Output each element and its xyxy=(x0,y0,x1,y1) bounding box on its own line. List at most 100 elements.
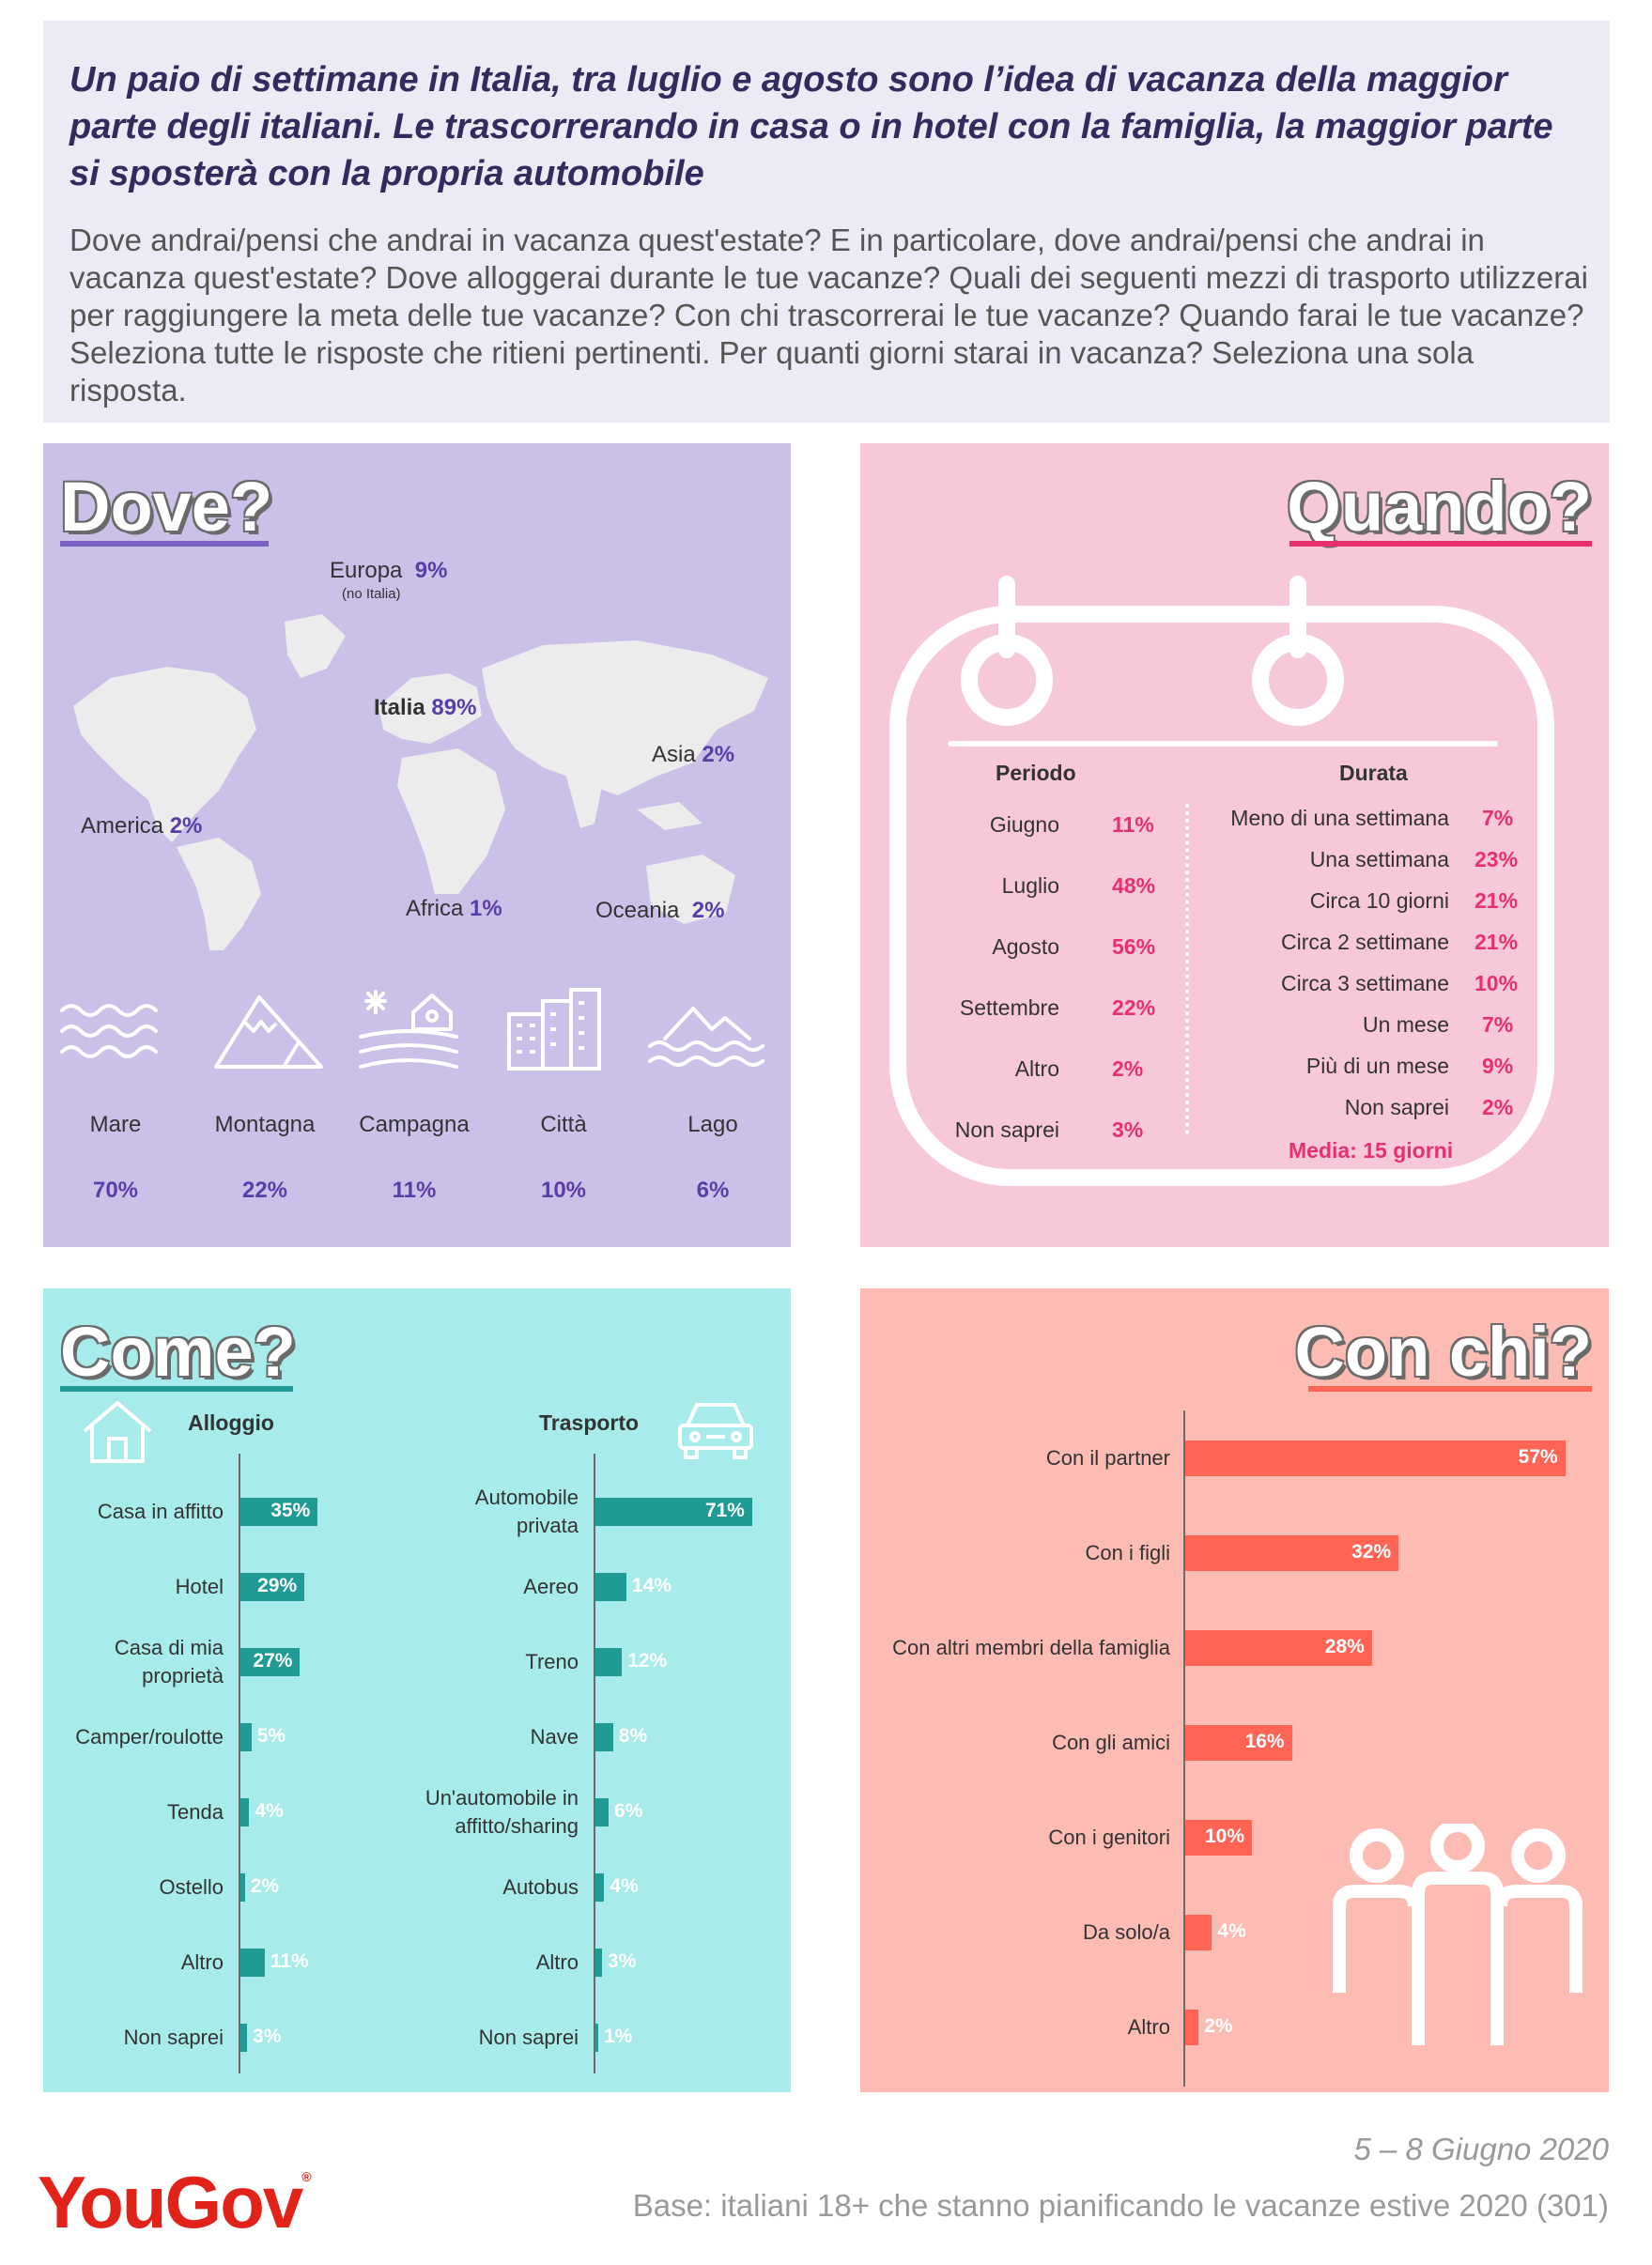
bar-category-label: Altro xyxy=(1127,2015,1170,2039)
durata-label: Circa 10 giorni xyxy=(1309,888,1449,913)
bar-category-label: Tenda xyxy=(167,1800,224,1824)
periodo-value: 3% xyxy=(1112,1117,1144,1142)
conchi-underline xyxy=(1308,1386,1592,1392)
bar-category-label: Con il partner xyxy=(1045,1446,1170,1470)
type-label-montagna: Montagna xyxy=(214,1112,316,1137)
bar-value-label: 29% xyxy=(257,1575,298,1596)
bar xyxy=(240,1648,301,1676)
bar xyxy=(240,2024,248,2052)
periodo-header: Periodo xyxy=(996,761,1076,785)
bar-value-label: 4% xyxy=(610,1875,639,1897)
car-icon xyxy=(678,1403,753,1459)
bar xyxy=(595,1648,623,1676)
bar xyxy=(240,1949,265,1977)
durata-value: 23% xyxy=(1474,847,1519,871)
type-label-citta: Città xyxy=(540,1112,587,1137)
periodo-value: 2% xyxy=(1112,1056,1144,1081)
calendar-icon xyxy=(889,576,1554,1186)
bar-value-label: 10% xyxy=(1204,1826,1244,1847)
durata-label: Non saprei xyxy=(1344,1095,1449,1119)
periodo-value: 56% xyxy=(1112,934,1156,959)
bar xyxy=(595,1949,603,1977)
durata-header: Durata xyxy=(1339,761,1408,785)
dove-panel: Dove? Europa 9% (no Italia) Italia 89% A… xyxy=(43,443,791,1247)
yougov-logo: YouGov® xyxy=(38,2161,312,2243)
durata-value: 9% xyxy=(1482,1054,1514,1078)
bar xyxy=(240,1498,318,1526)
bar xyxy=(595,1723,613,1751)
bar-value-label: 14% xyxy=(631,1575,672,1596)
periodo-value: 48% xyxy=(1112,873,1156,898)
house-icon xyxy=(83,1401,152,1463)
bar xyxy=(240,1723,252,1751)
bar-value-label: 16% xyxy=(1244,1731,1285,1752)
bar xyxy=(1185,1725,1292,1761)
bar-category-label: Ostello xyxy=(159,1875,224,1899)
bar-category-label: Nave xyxy=(530,1725,579,1749)
bar-category-label: Un'automobile in affitto/sharing xyxy=(425,1786,579,1838)
conchi-panel: Con chi? Con il partner 57% Con i figli 32%… xyxy=(860,1288,1609,2092)
bar-value-label: 57% xyxy=(1518,1446,1558,1468)
periodo-value: 22% xyxy=(1112,995,1156,1020)
conchi-title: Con chi? xyxy=(1294,1313,1592,1391)
region-asia: Asia 2% xyxy=(652,742,735,767)
periodo-label: Giugno xyxy=(989,812,1059,837)
region-oceania: Oceania 2% xyxy=(595,898,725,923)
bar-category-label: Con altri membri della famiglia xyxy=(892,1636,1170,1659)
bar-value-label: 2% xyxy=(250,1875,280,1897)
bar-category-label: Altro xyxy=(180,1950,224,1974)
bar-value-label: 6% xyxy=(614,1800,643,1822)
bar xyxy=(595,1873,605,1902)
survey-questions: Dove andrai/pensi che andrai in vacanza … xyxy=(69,223,1588,408)
type-value-montagna: 22% xyxy=(241,1178,288,1203)
survey-date: 5 – 8 Giugno 2020 xyxy=(1353,2132,1609,2166)
bar-value-label: 4% xyxy=(255,1800,284,1822)
dove-title: Dove? xyxy=(60,468,273,546)
trasporto-header: Trasporto xyxy=(539,1410,640,1435)
quando-panel: Quando? Periodo Durata Giugno 11% Luglio… xyxy=(860,443,1609,1247)
world-map-icon xyxy=(73,614,768,950)
bar-value-label: 4% xyxy=(1217,1920,1246,1942)
bar-value-label: 28% xyxy=(1324,1636,1365,1657)
durata-label: Una settimana xyxy=(1309,847,1449,871)
bar-value-label: 1% xyxy=(604,2026,633,2047)
durata-value: 21% xyxy=(1474,888,1519,913)
bar xyxy=(595,1498,752,1526)
periodo-label: Agosto xyxy=(992,934,1059,959)
bar-category-label: Non saprei xyxy=(478,2026,579,2049)
bar-category-label: Aereo xyxy=(523,1575,579,1598)
region-america: America 2% xyxy=(81,813,203,839)
bar xyxy=(240,1798,250,1826)
survey-base: Base: italiani 18+ che stanno pianifican… xyxy=(632,2188,1609,2223)
alloggio-header: Alloggio xyxy=(188,1410,274,1435)
bar-category-label: Casa in affitto xyxy=(97,1500,224,1523)
come-panel: Come? Alloggio Trasporto Casa in affitto… xyxy=(43,1288,791,2092)
bar-category-label: Da solo/a xyxy=(1083,1920,1170,1944)
bar xyxy=(1185,1535,1399,1571)
bar xyxy=(240,1873,245,1902)
type-value-citta: 10% xyxy=(540,1178,587,1203)
region-europa-note: (no Italia) xyxy=(342,586,401,602)
type-label-mare: Mare xyxy=(89,1112,142,1137)
bar-category-label: Automobile privata xyxy=(474,1486,579,1537)
bar-category-label: Con i figli xyxy=(1085,1541,1170,1564)
city-icon xyxy=(507,988,601,1071)
durata-value: 10% xyxy=(1474,971,1519,995)
come-underline xyxy=(60,1386,293,1392)
periodo-label: Luglio xyxy=(1001,873,1059,898)
bar xyxy=(240,1573,305,1601)
region-africa: Africa 1% xyxy=(406,896,502,921)
bar-category-label: Non saprei xyxy=(123,2026,224,2049)
bar xyxy=(595,2024,598,2052)
bar-category-label: Treno xyxy=(525,1650,579,1673)
quando-title: Quando? xyxy=(1287,468,1592,546)
periodo-value: 11% xyxy=(1112,812,1154,837)
alloggio-axis xyxy=(239,1454,240,2073)
bar-category-label: Altro xyxy=(535,1950,579,1974)
waves-icon xyxy=(60,1004,158,1058)
lake-icon xyxy=(648,1007,764,1067)
type-value-mare: 70% xyxy=(92,1178,139,1203)
type-value-campagna: 11% xyxy=(392,1178,437,1203)
conchi-axis xyxy=(1183,1410,1185,2087)
region-europa: Europa 9% xyxy=(330,558,448,583)
